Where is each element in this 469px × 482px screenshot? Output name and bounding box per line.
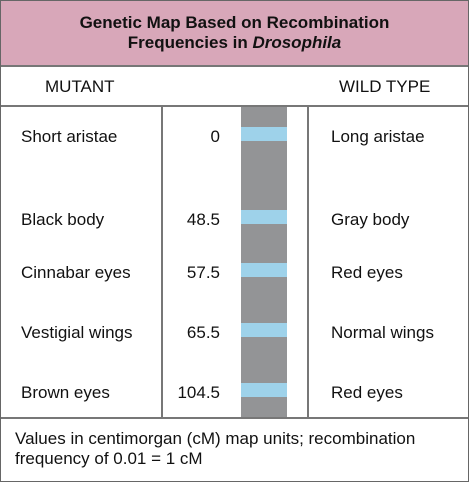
wild-type-label: Red eyes	[331, 263, 403, 282]
column-divider-1	[161, 105, 163, 419]
mutant-label: Short aristae	[21, 127, 118, 146]
footer-note: Values in centimorgan (cM) map units; re…	[15, 429, 416, 468]
wild-type-label: Long aristae	[331, 127, 425, 146]
wild-type-column-header: WILD TYPE	[339, 77, 431, 96]
gene-band-vestigial-wings	[241, 323, 287, 337]
title-line-2-prefix: Frequencies in	[127, 33, 253, 52]
title-line-1: Genetic Map Based on Recombination	[79, 13, 390, 32]
mutant-label: Cinnabar eyes	[21, 263, 131, 282]
mutant-column-header: MUTANT	[45, 77, 115, 96]
chromosome	[241, 107, 287, 417]
map-distance: 65.5	[186, 323, 220, 342]
column-divider-2	[307, 105, 309, 419]
wild-type-label: Red eyes	[331, 383, 403, 402]
title-line-2: Frequencies in Drosophila	[128, 33, 342, 53]
wild-type-label: Gray body	[331, 210, 410, 229]
map-distance: 48.5	[186, 210, 220, 229]
mutant-label: Black body	[21, 210, 105, 229]
gene-band-black-body	[241, 210, 287, 224]
title-bar: Genetic Map Based on Recombination Frequ…	[1, 1, 468, 67]
footer-divider	[1, 417, 468, 419]
gene-band-short-aristae	[241, 127, 287, 141]
map-distance: 0	[210, 127, 220, 146]
map-distance: 57.5	[186, 263, 220, 282]
title-species: Drosophila	[252, 33, 342, 52]
mutant-label: Brown eyes	[21, 383, 110, 402]
wild-type-label: Normal wings	[331, 323, 434, 342]
header-divider	[1, 105, 468, 107]
gene-band-cinnabar-eyes	[241, 263, 287, 277]
map-distance: 104.5	[177, 383, 220, 402]
gene-band-brown-eyes	[241, 383, 287, 397]
mutant-label: Vestigial wings	[21, 323, 133, 342]
